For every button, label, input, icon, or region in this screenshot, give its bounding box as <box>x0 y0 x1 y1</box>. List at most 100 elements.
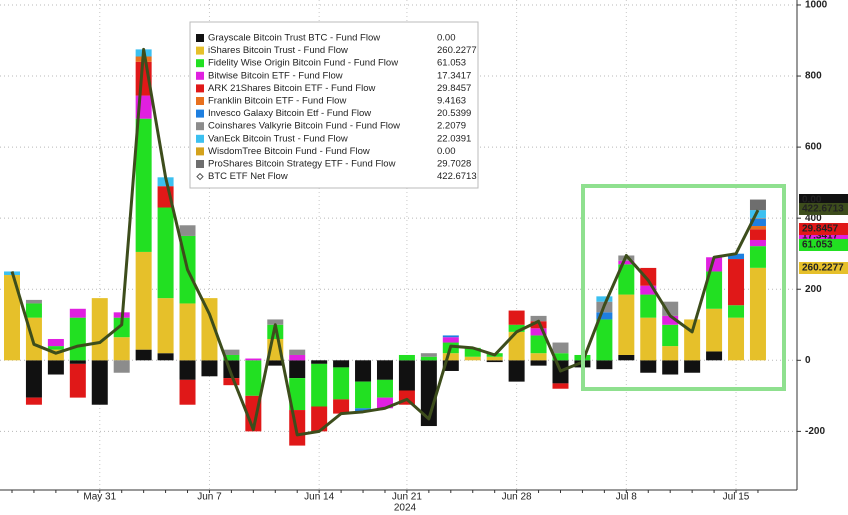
bar-segment <box>311 406 328 432</box>
bar-segment <box>333 399 350 414</box>
bar-segment <box>179 303 196 361</box>
bar-segment <box>355 408 372 412</box>
bar-segment <box>69 308 86 318</box>
bar-segment <box>442 337 459 343</box>
bar-segment <box>420 356 437 361</box>
legend-value: 17.3417 <box>437 70 471 81</box>
bar-segment <box>245 360 262 396</box>
legend-label: ARK 21Shares Bitcoin ETF - Fund Flow <box>208 83 376 94</box>
bar-segment <box>47 338 64 347</box>
bar-segment <box>442 335 459 338</box>
bar-segment <box>333 360 350 368</box>
bar-segment <box>618 260 635 265</box>
x-tick-label: Jul 15 <box>723 492 750 503</box>
legend-swatch <box>196 97 204 105</box>
legend-label: ProShares Bitcoin Strategy ETF - Fund Fl… <box>208 159 396 170</box>
axes: -200 0 200 400 600 800 1000 May 31 Jun 7 Jun 14 Ju… <box>0 0 828 503</box>
bar-segment <box>508 324 525 332</box>
bar-segment <box>749 199 766 211</box>
bar-segment <box>4 275 20 361</box>
bar-segment <box>47 346 64 350</box>
bar-segment <box>157 353 174 361</box>
bar-segment <box>662 301 679 316</box>
bar-segment <box>530 353 547 361</box>
bar-segment <box>179 360 196 380</box>
bar-segment <box>728 317 745 361</box>
y-tick-label: 0 <box>805 355 811 366</box>
bar-segment <box>508 360 525 382</box>
bar-segment <box>69 363 86 398</box>
bar-segment <box>749 210 766 218</box>
bar-segment <box>508 331 525 361</box>
bar-segment <box>706 308 723 352</box>
legend-swatch <box>196 147 204 156</box>
bar-segment <box>201 298 218 361</box>
value-tag <box>799 203 848 215</box>
bar-segment <box>376 360 393 380</box>
bar-segment <box>596 319 613 361</box>
bar-segment <box>464 356 481 361</box>
bar-segment <box>179 225 196 236</box>
bar-segment <box>684 319 701 361</box>
legend-value: 2.2079 <box>437 121 466 132</box>
legend-swatch <box>196 109 204 118</box>
bar-segment <box>618 354 635 361</box>
legend-swatch <box>196 34 204 42</box>
bar-segment <box>333 367 350 400</box>
x-tick-label: Jun 21 <box>392 492 422 503</box>
bar-segment <box>355 360 372 382</box>
bar-segment <box>706 271 723 309</box>
bar-segment <box>486 356 503 361</box>
legend-swatch <box>196 84 204 93</box>
legend-value: 61.053 <box>437 58 466 69</box>
bar-segment <box>596 312 613 320</box>
bar-segment <box>749 267 766 361</box>
x-axis-label: 2024 <box>394 503 417 514</box>
bar-segment <box>113 317 130 338</box>
legend-label: Fidelity Wise Origin Bitcoin Fund - Fund… <box>208 58 398 69</box>
bar-segment <box>530 315 547 322</box>
bar-segment <box>640 267 657 286</box>
bar-segment <box>201 360 218 377</box>
bar-segment <box>662 324 679 347</box>
x-tick-label: Jun 28 <box>502 492 532 503</box>
value-tag-label: 0.00 <box>802 195 822 206</box>
x-tick-label: Jun 14 <box>304 492 334 503</box>
bar-segment <box>749 218 766 227</box>
bar-segment <box>267 319 284 325</box>
bar-segment <box>289 349 306 355</box>
bar-segment <box>552 342 569 354</box>
legend-label: Grayscale Bitcoin Trust BTC - Fund Flow <box>208 33 380 44</box>
bar-segment <box>289 360 306 379</box>
bar-segment <box>684 360 701 373</box>
bar-segment <box>662 346 679 361</box>
bar-segment <box>355 381 372 409</box>
legend-marker <box>196 172 204 181</box>
legend-swatch <box>196 160 204 168</box>
legend-value: 422.6713 <box>437 171 477 182</box>
value-tag-label: 422.6713 <box>802 204 844 215</box>
bar-segment <box>376 379 393 398</box>
bar-segment <box>728 305 745 318</box>
bar-segment <box>486 360 503 363</box>
legend-label: WisdomTree Bitcoin Fund - Fund Flow <box>208 146 370 157</box>
bar-segment <box>223 354 240 361</box>
bar-segment <box>25 303 42 318</box>
x-tick-label: Jun 7 <box>197 492 222 503</box>
value-tag <box>799 223 848 235</box>
legend-label: Franklin Bitcoin ETF - Fund Flow <box>208 96 346 107</box>
y-tick-label: 1000 <box>805 0 828 11</box>
value-tag-label: 260.2277 <box>802 263 844 274</box>
legend-swatch <box>196 46 204 55</box>
bar-segment <box>749 217 766 219</box>
value-tag-label: 17.3417 <box>802 231 839 242</box>
bar-segment <box>749 226 766 230</box>
bar-segment <box>530 335 547 354</box>
bar-segment <box>640 317 657 361</box>
bar-segment <box>135 118 152 252</box>
bar-segment <box>135 349 152 361</box>
bar-segment <box>530 360 547 366</box>
bar-segment <box>640 360 657 373</box>
bar-segment <box>157 207 174 299</box>
